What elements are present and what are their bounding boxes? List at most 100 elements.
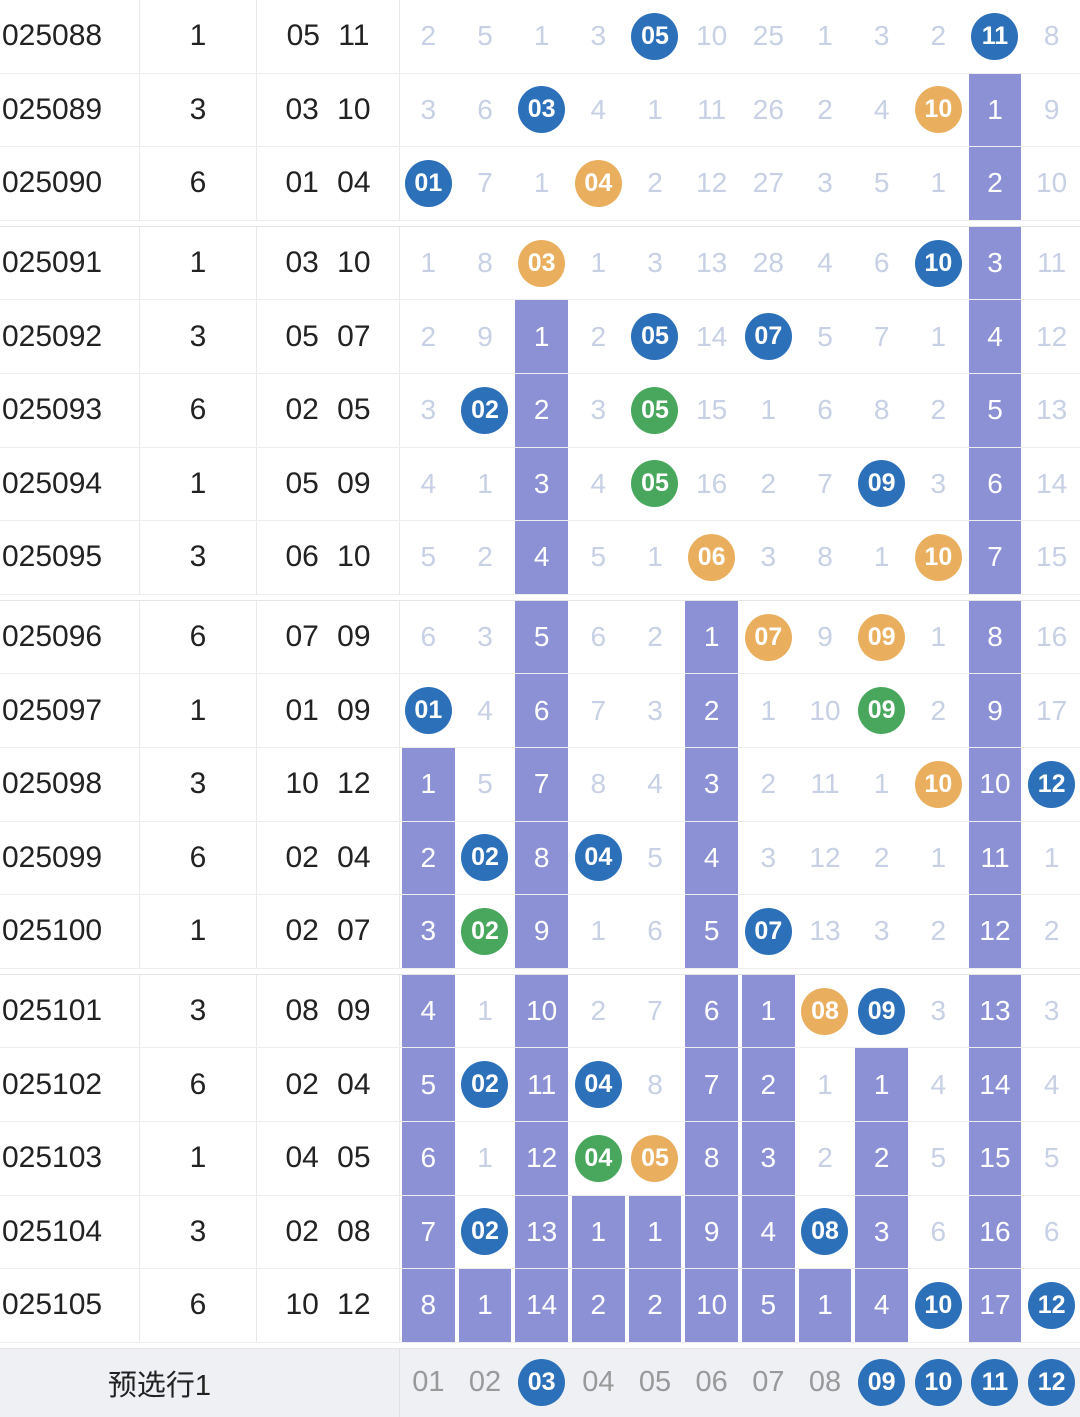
preselect-number[interactable]: 11 xyxy=(967,1349,1024,1417)
miss-count-cell: 12 xyxy=(1036,320,1068,352)
miss-count-cell: 1 xyxy=(590,247,607,279)
miss-count-cell: 1 xyxy=(930,841,947,873)
hit-cell: 05 xyxy=(627,1122,684,1195)
streak-highlight: 3 xyxy=(515,447,568,521)
streak-cell: 3 xyxy=(853,1195,910,1269)
streak-cell: 13 xyxy=(513,1195,570,1269)
hit-cell: 07 xyxy=(740,895,797,968)
hit-ball: 03 xyxy=(518,86,566,134)
streak-highlight: 1 xyxy=(402,747,455,821)
hit-cell: 09 xyxy=(853,975,910,1048)
miss-count-cell: 2 xyxy=(1043,915,1060,947)
hit-ball: 04 xyxy=(574,1134,622,1182)
hit-ball: 08 xyxy=(801,987,849,1035)
streak-highlight: 8 xyxy=(515,821,568,895)
draw-row: 025094 1 05 09 4 1 3 4 05 16 2 7 09 3 6 14 xyxy=(0,447,1080,522)
preselect-number[interactable]: 01 xyxy=(412,1366,445,1399)
miss-count-cell: 9 xyxy=(1043,93,1060,125)
miss-count-cell: 3 xyxy=(760,541,777,573)
streak-highlight: 2 xyxy=(968,147,1022,220)
streak-cell: 1 xyxy=(740,974,797,1048)
preselect-number[interactable]: 03 xyxy=(513,1349,570,1417)
hit-ball: 09 xyxy=(858,613,906,661)
period-cell: 025101 xyxy=(0,974,140,1048)
period-cell: 025100 xyxy=(0,895,140,968)
miss-count-cell: 5 xyxy=(647,841,663,873)
preselect-number[interactable]: 08 xyxy=(808,1366,842,1399)
miss-count-cell: 4 xyxy=(647,768,663,800)
miss-count-cell: 1 xyxy=(817,1068,833,1100)
miss-count-cell: 1 xyxy=(760,694,777,726)
group-index-cell: 6 xyxy=(140,373,257,447)
streak-cell: 2 xyxy=(853,1121,910,1195)
group-index-cell: 3 xyxy=(140,73,257,147)
group-separator xyxy=(0,968,1080,975)
preselect-number[interactable]: 07 xyxy=(752,1366,785,1399)
miss-count-cell: 1 xyxy=(477,1142,493,1174)
drawn-numbers-cell: 02 07 xyxy=(257,895,400,968)
miss-count-cell: 3 xyxy=(420,93,437,125)
preselect-ball: 12 xyxy=(1028,1359,1076,1407)
drawn-numbers-cell: 05 11 xyxy=(257,0,400,73)
draw-row: 025091 1 03 10 1 8 03 1 3 13 28 4 6 10 3 11 xyxy=(0,226,1080,301)
group-index-cell: 6 xyxy=(140,1269,257,1342)
period-cell: 025104 xyxy=(0,1195,140,1269)
preselect-number[interactable]: 04 xyxy=(582,1366,615,1399)
streak-highlight: 6 xyxy=(968,447,1022,521)
streak-cell: 8 xyxy=(683,1121,740,1195)
preselect-number[interactable]: 12 xyxy=(1023,1349,1080,1417)
group-index-cell: 1 xyxy=(140,674,257,747)
preselect-number[interactable]: 09 xyxy=(853,1349,910,1417)
preselect-ball: 11 xyxy=(971,1359,1019,1407)
miss-count-cell: 16 xyxy=(1036,621,1068,653)
hit-cell: 12 xyxy=(1023,1269,1080,1342)
streak-highlight: 5 xyxy=(685,895,738,968)
miss-count-cell: 5 xyxy=(1043,1142,1060,1174)
drawn-numbers-cell: 02 04 xyxy=(257,821,400,895)
miss-count-cell: 4 xyxy=(817,247,833,279)
drawn-numbers-cell: 10 12 xyxy=(257,1269,400,1342)
period-cell: 025089 xyxy=(0,73,140,147)
preselect-number[interactable]: 02 xyxy=(468,1366,502,1399)
streak-cell: 7 xyxy=(513,747,570,821)
streak-cell: 9 xyxy=(513,895,570,968)
draw-row: 025088 1 05 11 2 5 1 3 05 10 25 1 3 2 11 8 xyxy=(0,0,1080,74)
hit-ball: 02 xyxy=(461,1208,509,1256)
preselect-number[interactable]: 06 xyxy=(695,1366,728,1399)
miss-count-cell: 14 xyxy=(696,320,728,352)
streak-highlight: 8 xyxy=(968,600,1022,674)
miss-count-cell: 12 xyxy=(696,167,728,199)
streak-cell: 7 xyxy=(967,521,1024,594)
streak-cell: 6 xyxy=(513,674,570,747)
draw-row: 025101 3 08 09 4 1 10 2 7 6 1 08 09 3 13 3 xyxy=(0,974,1080,1049)
hit-ball: 09 xyxy=(858,460,906,508)
streak-highlight: 6 xyxy=(402,1121,455,1195)
hit-cell: 02 xyxy=(457,374,514,447)
hit-cell: 10 xyxy=(910,74,967,147)
preselect-number[interactable]: 10 xyxy=(910,1349,967,1417)
hit-ball: 05 xyxy=(631,1134,679,1182)
hit-ball: 11 xyxy=(971,12,1019,60)
hit-ball: 05 xyxy=(631,386,679,434)
miss-count-cell: 10 xyxy=(1036,167,1068,199)
draw-row: 025097 1 01 09 01 4 6 7 3 2 1 10 09 2 9 17 xyxy=(0,674,1080,748)
streak-cell: 10 xyxy=(967,747,1024,821)
streak-highlight: 8 xyxy=(685,1121,738,1195)
streak-highlight: 5 xyxy=(402,1048,455,1121)
miss-count-cell: 15 xyxy=(1036,541,1068,573)
streak-cell: 4 xyxy=(683,821,740,895)
hit-cell: 05 xyxy=(627,300,684,373)
miss-count-cell: 2 xyxy=(647,167,663,199)
hit-ball: 01 xyxy=(404,687,452,735)
group-index-cell: 1 xyxy=(140,447,257,521)
hit-ball: 09 xyxy=(858,687,906,735)
miss-count-cell: 7 xyxy=(477,167,493,199)
group-index-cell: 1 xyxy=(140,895,257,968)
miss-count-cell: 8 xyxy=(873,394,890,426)
hit-cell: 02 xyxy=(457,1048,514,1121)
miss-count-cell: 3 xyxy=(590,20,607,52)
hit-ball: 08 xyxy=(801,1208,849,1256)
preselect-number[interactable]: 05 xyxy=(638,1366,672,1399)
streak-cell: 1 xyxy=(513,300,570,373)
hit-ball: 10 xyxy=(914,760,962,808)
